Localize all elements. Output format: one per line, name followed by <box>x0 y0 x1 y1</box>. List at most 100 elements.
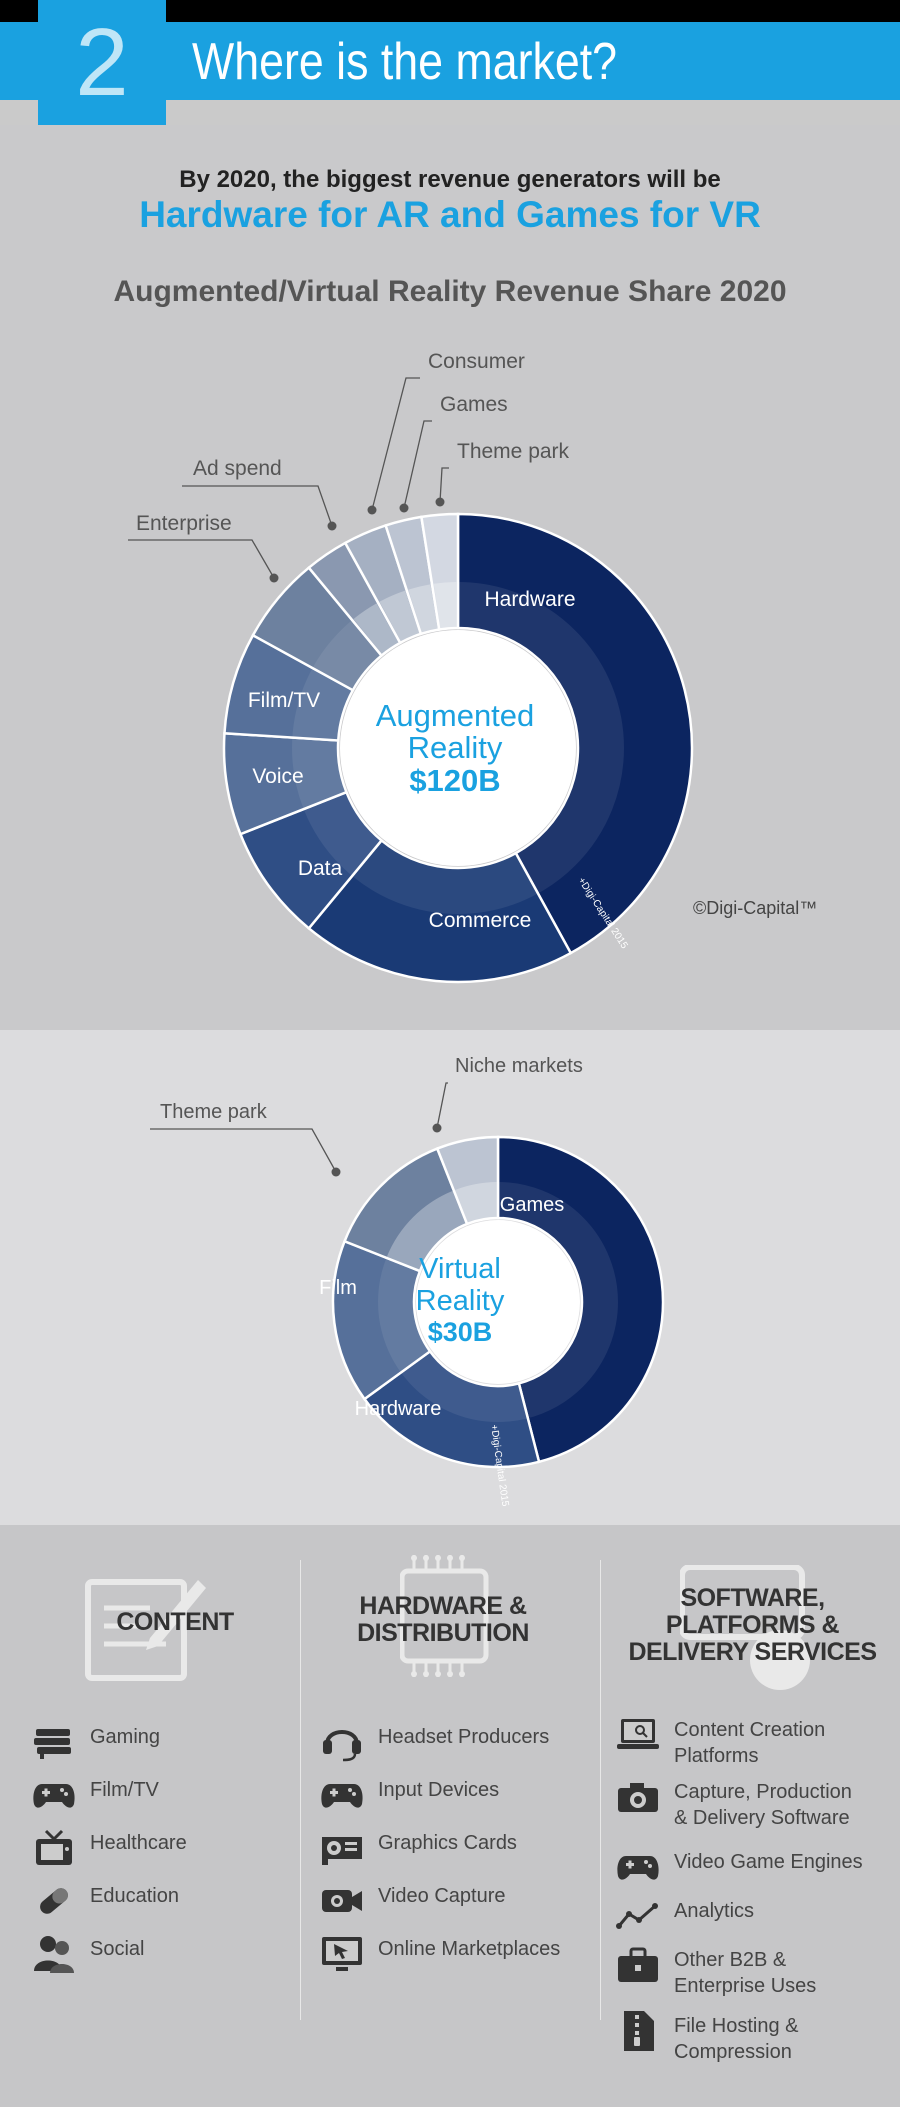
list-item-label-line: Platforms <box>674 1745 759 1767</box>
list-item: Content Creation Platforms <box>614 1717 825 1769</box>
callout-label: Niche markets <box>455 1055 583 1077</box>
slice-label: Commerce <box>429 909 532 932</box>
list-item-label-line: Social <box>90 1938 145 1960</box>
callout-dot <box>367 505 377 515</box>
laptop-search-icon <box>614 1717 662 1753</box>
slice-hardware <box>456 512 694 955</box>
column-divider <box>600 1560 601 2020</box>
list-item-label-line: Enterprise Uses <box>674 1975 817 1997</box>
list-item-label: Input Devices <box>378 1777 499 1803</box>
slice-niche-markets <box>435 1135 500 1226</box>
list-item-label-line: Video Game Engines <box>674 1851 863 1873</box>
center-value: $120B <box>409 763 500 798</box>
column-heading: CONTENT <box>90 1609 260 1636</box>
callout-dot <box>331 1167 341 1177</box>
list-item: File Hosting & Compression <box>614 2011 799 2065</box>
chip-icon <box>399 1555 490 1685</box>
callout-label: Games <box>440 393 508 416</box>
tv-icon <box>30 1829 78 1866</box>
callout-line <box>150 1128 337 1173</box>
column-heading-line: DELIVERY SERVICES <box>628 1638 877 1666</box>
callout-line <box>439 467 449 503</box>
list-item-label-line: & Delivery Software <box>674 1807 850 1829</box>
list-item-label-line: Gaming <box>90 1726 161 1748</box>
slice-hardware <box>362 1349 541 1469</box>
list-item-label-line: Video Capture <box>378 1885 506 1907</box>
people-icon <box>30 1936 78 1973</box>
slice-label: Games <box>500 1194 564 1216</box>
section-number-box <box>38 0 166 125</box>
list-item-label: Graphics Cards <box>378 1830 517 1856</box>
callout-line <box>371 377 420 511</box>
list-item-label: Other B2B & Enterprise Uses <box>674 1947 816 1999</box>
zip-file-icon <box>614 2011 662 2051</box>
list-item-label: Content Creation Platforms <box>674 1717 825 1769</box>
slice-theme-park <box>419 512 460 631</box>
list-item-label-line: Education <box>90 1885 179 1907</box>
slice-inner-band <box>433 582 457 630</box>
list-item: Other B2B & Enterprise Uses <box>614 1947 816 1999</box>
center-label: Augmented <box>376 698 535 733</box>
list-item: Online Marketplaces <box>318 1936 560 1972</box>
list-item-label-line: Healthcare <box>90 1832 187 1854</box>
column-heading-line: SOFTWARE, <box>680 1584 825 1612</box>
slice-label: Hardware <box>355 1398 442 1420</box>
list-item-label: Education <box>90 1883 179 1909</box>
video-camera-icon <box>318 1883 366 1919</box>
list-item: Capture, Production & Delivery Software <box>614 1779 852 1831</box>
slice-label: Film/TV <box>248 689 320 712</box>
list-item-label: Video Capture <box>378 1883 506 1909</box>
vr-donut-chart: Games Hardware Film Theme park Niche markets… <box>150 1055 665 1508</box>
center-label: Reality <box>408 730 503 765</box>
inner-ring <box>378 1182 618 1422</box>
slice-inner-band <box>408 584 438 634</box>
column-heading-line: PLATFORMS & <box>665 1611 840 1639</box>
list-item-label-line: Headset Producers <box>378 1726 550 1748</box>
donut-hole <box>340 630 576 866</box>
list-item-label: Capture, Production & Delivery Software <box>674 1779 852 1831</box>
list-item-label-line: File Hosting & <box>674 2015 799 2037</box>
callout-label: Ad spend <box>193 457 282 480</box>
slice-games <box>496 1135 665 1464</box>
section-number: 2 <box>75 8 129 116</box>
list-item: Headset Producers <box>318 1724 550 1762</box>
list-item-label: Analytics <box>674 1898 754 1924</box>
notepad-pencil-icon <box>80 1568 210 1693</box>
callout-dot <box>269 573 279 583</box>
column-heading: SOFTWARE, PLATFORMS & DELIVERY SERVICES <box>620 1585 885 1666</box>
camera-icon <box>614 1779 662 1815</box>
list-item: Healthcare <box>30 1829 187 1866</box>
callout-dot <box>435 497 445 507</box>
list-item: Gaming <box>30 1724 160 1760</box>
callout-line <box>403 420 432 509</box>
books-icon <box>30 1724 78 1760</box>
list-item: Video Capture <box>318 1883 506 1919</box>
list-item-label: Film/TV <box>90 1777 159 1803</box>
slice-inner-band <box>386 1190 467 1271</box>
list-item-label-line: Capture, Production <box>674 1781 852 1803</box>
column-heading: HARDWARE & DISTRIBUTION <box>338 1593 548 1647</box>
list-item: Input Devices <box>318 1777 499 1813</box>
analytics-icon <box>614 1898 662 1934</box>
gamepad-icon <box>614 1849 662 1885</box>
list-item-label: File Hosting & Compression <box>674 2013 799 2065</box>
gamepad-icon <box>318 1777 366 1813</box>
list-item-label: Online Marketplaces <box>378 1936 560 1962</box>
page-title: Where is the market? <box>192 33 618 91</box>
briefcase-icon <box>614 1947 662 1983</box>
list-item-label-line: Other B2B & <box>674 1949 787 1971</box>
ecosystem-section <box>0 1525 900 2107</box>
callout-label: Theme park <box>160 1101 268 1123</box>
list-item: Graphics Cards <box>318 1830 517 1866</box>
slice-label: Film <box>319 1277 357 1299</box>
slice-commerce <box>307 838 573 984</box>
callout-line <box>436 1082 448 1129</box>
slice-inner-band <box>379 590 420 643</box>
column-divider <box>300 1560 301 2020</box>
callout-dot <box>399 503 409 513</box>
ar-donut-chart: Hardware Commerce Data Voice Film/TV Enterpri… <box>128 350 694 984</box>
center-label: Reality <box>416 1285 505 1317</box>
header-bar-top <box>0 0 900 22</box>
